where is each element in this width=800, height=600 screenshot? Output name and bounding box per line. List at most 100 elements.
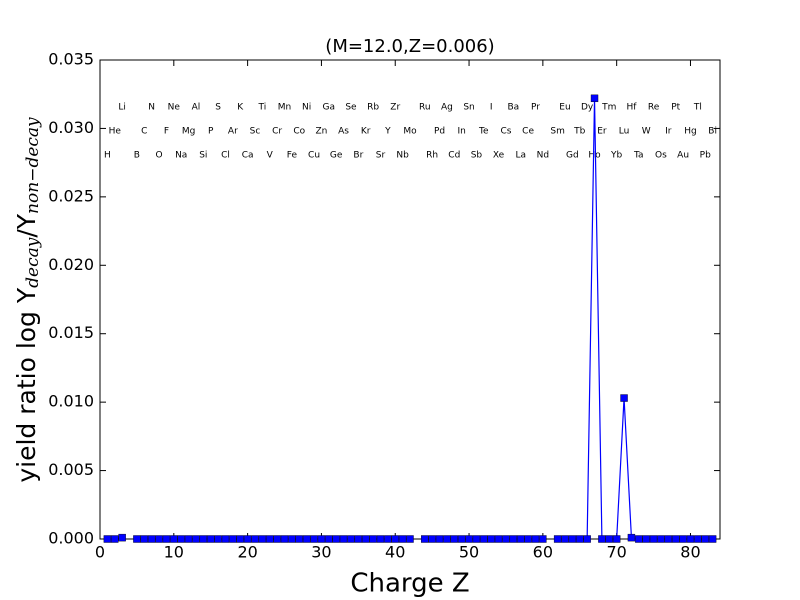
element-label: Zr: [390, 103, 400, 113]
element-label: Eu: [559, 103, 570, 113]
x-tick-label: 0: [95, 543, 105, 562]
element-label: Pd: [434, 127, 445, 137]
element-label: N: [148, 103, 155, 113]
data-marker: [539, 535, 547, 543]
element-label: Pb: [700, 151, 711, 161]
y-tick-label: 0.015: [48, 323, 94, 342]
element-label: P: [208, 127, 214, 137]
chart-title: (M=12.0,Z=0.006): [325, 36, 494, 57]
data-marker: [133, 535, 141, 543]
x-tick-label: 20: [237, 543, 257, 562]
y-tick-label: 0.030: [48, 118, 94, 137]
data-marker: [620, 394, 628, 402]
y-tick-label: 0.020: [48, 255, 94, 274]
data-marker: [207, 535, 215, 543]
element-label: Si: [199, 151, 207, 161]
element-label: W: [642, 127, 651, 137]
x-tick-label: 80: [680, 543, 700, 562]
data-marker: [672, 535, 680, 543]
element-label: Ga: [323, 103, 336, 113]
data-marker: [598, 535, 606, 543]
element-label: Re: [648, 103, 660, 113]
x-tick-label: 60: [533, 543, 553, 562]
data-marker: [214, 535, 222, 543]
element-label: Zn: [315, 127, 327, 137]
element-label: Li: [118, 103, 126, 113]
element-label: Ir: [665, 127, 672, 137]
data-marker: [590, 94, 599, 103]
data-marker: [583, 535, 591, 543]
data-marker: [635, 535, 643, 543]
data-marker: [251, 535, 259, 543]
element-label: Sr: [376, 151, 386, 161]
data-marker: [708, 535, 717, 543]
data-marker: [170, 535, 178, 543]
element-label: Hf: [626, 103, 637, 113]
data-marker: [612, 535, 621, 543]
x-tick-label: 30: [311, 543, 331, 562]
data-marker: [531, 535, 540, 543]
x-tick-label: 70: [606, 543, 626, 562]
element-label: Rh: [426, 151, 438, 161]
data-marker: [362, 535, 370, 543]
y-tick-label: 0.005: [48, 460, 94, 479]
data-marker: [457, 535, 466, 543]
element-label: Dy: [581, 103, 594, 113]
element-label: He: [109, 127, 122, 137]
element-label: Br: [353, 151, 363, 161]
data-marker: [561, 535, 569, 543]
data-marker: [162, 535, 171, 543]
data-marker: [118, 533, 126, 542]
element-label: Ho: [588, 151, 601, 161]
element-label: Ge: [330, 151, 343, 161]
element-label: Ta: [633, 151, 644, 161]
element-label: B: [134, 151, 140, 161]
data-marker: [443, 535, 451, 543]
element-label: Mo: [403, 127, 417, 137]
data-marker: [155, 535, 163, 543]
element-label: Nb: [396, 151, 409, 161]
data-marker: [435, 535, 444, 543]
y-tick-label: 0.035: [48, 50, 94, 69]
data-marker: [509, 535, 518, 543]
data-marker: [406, 535, 414, 543]
x-axis-label: Charge Z: [350, 569, 469, 599]
data-marker: [229, 535, 237, 543]
data-marker: [465, 535, 473, 543]
data-marker: [258, 535, 267, 543]
element-label: Hg: [684, 127, 696, 137]
data-marker: [657, 535, 665, 543]
element-label: Mg: [182, 127, 195, 137]
element-label: Ag: [441, 103, 453, 113]
data-marker: [649, 535, 658, 543]
element-label: Sn: [463, 103, 474, 113]
element-label: Ti: [258, 103, 267, 113]
data-marker: [701, 535, 709, 543]
data-marker: [605, 535, 613, 543]
element-label: Mn: [278, 103, 291, 113]
element-label: Al: [192, 103, 201, 113]
element-label: Pr: [531, 103, 540, 113]
data-marker: [140, 535, 148, 543]
element-label: Sb: [471, 151, 483, 161]
element-label: Au: [677, 151, 689, 161]
element-label: Cd: [448, 151, 460, 161]
data-marker: [236, 535, 244, 543]
data-marker: [111, 535, 119, 543]
data-marker: [450, 535, 458, 543]
y-tick-label: 0.000: [48, 529, 94, 548]
data-marker: [184, 535, 193, 543]
data-marker: [339, 535, 348, 543]
data-marker: [553, 535, 562, 543]
element-label: Yb: [610, 151, 622, 161]
element-label: Xe: [493, 151, 505, 161]
element-label: Tm: [601, 103, 616, 113]
data-marker: [642, 535, 650, 543]
element-label: V: [267, 151, 274, 161]
element-label: Cl: [221, 151, 230, 161]
element-label: I: [490, 103, 493, 113]
y-tick-label: 0.025: [48, 186, 94, 205]
data-marker: [517, 535, 525, 543]
data-marker: [266, 535, 274, 543]
